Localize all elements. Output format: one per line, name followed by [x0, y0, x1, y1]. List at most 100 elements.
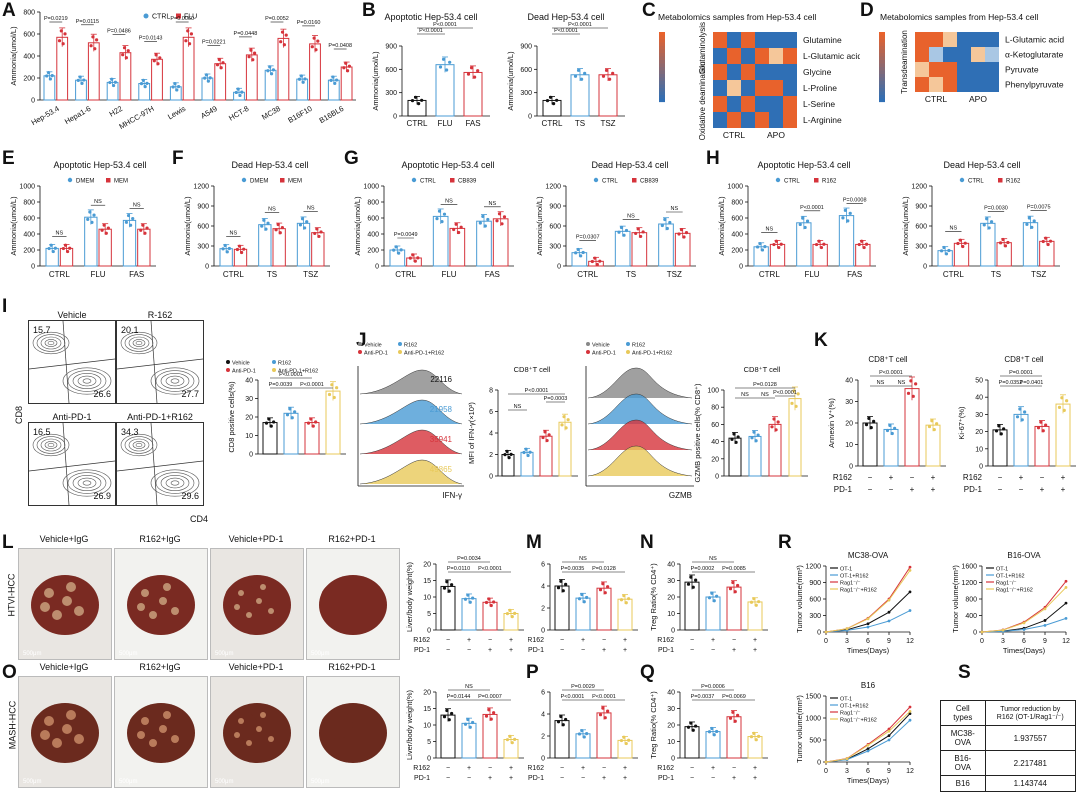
colorbar-segment	[879, 63, 885, 68]
y-tick-label: 40	[845, 378, 853, 385]
data-point	[221, 247, 225, 251]
heatmap-cell	[727, 112, 741, 128]
flow-plot: 34.3 29.6	[116, 422, 204, 506]
series-point	[908, 609, 912, 612]
y-axis-label: Tumor volume(mm³)	[795, 695, 804, 763]
y-tick-label: 300	[520, 90, 532, 97]
data-point	[437, 209, 442, 213]
data-point	[447, 718, 451, 722]
flow-contour	[116, 422, 204, 506]
data-point	[893, 426, 897, 431]
data-point	[1057, 405, 1062, 410]
y-tick-label: 0	[557, 264, 561, 271]
y-tick-label: 200	[23, 248, 35, 255]
legend-label: CTRL	[602, 179, 618, 185]
panel-o-chart: 0 5 10 15 20 Liver/body weight(%) NS P=0.0144 P=…	[405, 684, 524, 782]
data-point	[445, 68, 449, 72]
histogram	[587, 367, 693, 399]
row-sign: +	[931, 473, 936, 482]
table-header-cell: Cell types	[940, 700, 986, 726]
p-value-label: P=0.0052	[265, 16, 289, 22]
colorbar-segment	[659, 53, 665, 57]
row-sign: −	[446, 775, 450, 782]
legend-label: CB839	[458, 179, 477, 185]
row-label-pd1: PD-1	[528, 775, 544, 782]
data-point	[543, 430, 547, 434]
data-point	[445, 580, 449, 584]
legend-marker	[626, 350, 630, 354]
panel-g-title-2: Dead Hep-53.4 cell	[591, 160, 669, 170]
flow-quadrant-value: 26.6	[93, 389, 111, 399]
data-point	[158, 56, 162, 60]
data-point	[242, 247, 246, 251]
data-point	[684, 231, 689, 235]
data-point	[106, 226, 110, 230]
data-point	[502, 215, 507, 219]
data-point	[234, 90, 238, 95]
data-point	[503, 453, 507, 457]
p-value-label: P=0.0128	[592, 566, 616, 572]
data-point	[668, 220, 672, 225]
data-point	[143, 85, 147, 89]
data-point	[416, 256, 420, 260]
heatmap-col-label: APO	[767, 130, 785, 140]
data-point	[730, 437, 734, 441]
data-point	[299, 74, 303, 78]
legend-label: MEM	[114, 179, 128, 185]
heatmap-cell	[769, 48, 783, 64]
y-tick-label: 10	[667, 611, 675, 618]
row-label-r162: R162	[413, 637, 430, 644]
x-tick-label: CTRL	[223, 270, 244, 279]
data-point	[240, 250, 244, 255]
legend-label: Anti-PD-1	[592, 351, 616, 357]
y-tick-label: 0	[205, 264, 209, 271]
p-value-label: P=0.0002	[691, 566, 715, 572]
bar	[596, 587, 612, 631]
data-point	[495, 219, 499, 223]
data-point	[885, 428, 890, 433]
heatmap-row-label: Glutamine	[803, 35, 842, 45]
p-value-label: NS	[579, 556, 587, 562]
y-tick-label: 900	[385, 44, 397, 51]
data-point	[89, 44, 93, 48]
p-value-label: NS	[133, 202, 141, 208]
heatmap-cell	[713, 64, 727, 80]
colorbar-segment	[879, 91, 885, 96]
panel-letter-a: A	[2, 0, 16, 21]
y-axis-label: Tumor volume(mm³)	[951, 565, 960, 633]
row-sign: +	[581, 637, 585, 644]
chart-title: B16	[861, 681, 876, 690]
colorbar-segment	[659, 77, 665, 82]
bar	[492, 218, 509, 267]
heatmap-cell	[783, 112, 797, 128]
heatmap-cell	[943, 32, 957, 47]
data-point	[46, 71, 51, 75]
y-axis-label: Ammonia(umol/L)	[9, 26, 18, 86]
data-point	[574, 251, 578, 255]
x-tick-label: 3	[845, 638, 849, 645]
data-point	[468, 600, 472, 604]
p-value-label: NS	[671, 206, 679, 212]
data-point	[860, 239, 864, 243]
data-point	[1041, 429, 1045, 433]
y-tick-label: 4	[541, 584, 545, 591]
data-point	[890, 431, 894, 436]
data-point	[561, 723, 565, 727]
legend-label: Rag1⁻/⁻+R162	[840, 718, 877, 724]
data-point	[559, 579, 563, 583]
bar	[575, 597, 591, 631]
data-point	[276, 222, 280, 227]
flow-axis-cd4: CD4	[190, 514, 209, 524]
bar	[1022, 222, 1039, 267]
data-point	[131, 216, 135, 221]
data-point	[122, 46, 127, 50]
data-point	[332, 395, 336, 400]
data-point	[1065, 399, 1069, 403]
series-point	[866, 622, 870, 626]
row-sign: +	[488, 647, 492, 654]
heatmap-cell	[713, 48, 727, 64]
data-point	[91, 35, 95, 39]
y-tick-label: 10	[667, 739, 675, 746]
